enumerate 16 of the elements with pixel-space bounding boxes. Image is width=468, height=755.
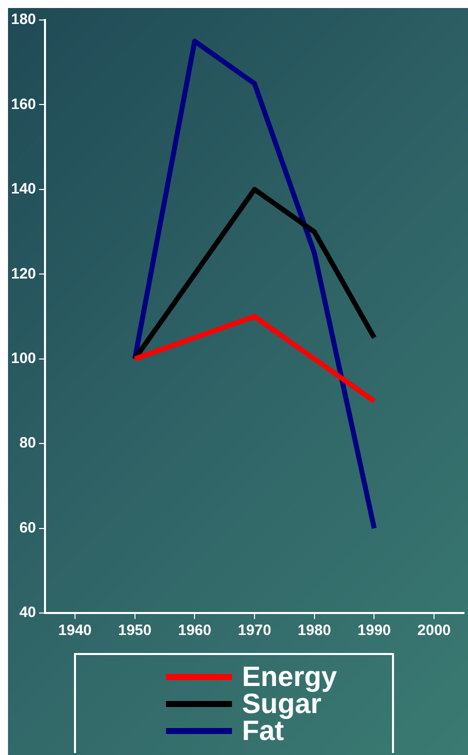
- x-tick-label: 1960: [178, 622, 212, 640]
- x-tick-label: 1950: [118, 622, 152, 640]
- x-tick-label: 1940: [58, 622, 92, 640]
- y-tick-label: 80: [19, 434, 36, 452]
- x-tick-label: 1980: [298, 622, 332, 640]
- y-tick-label: 60: [19, 519, 36, 536]
- y-tick-label: 140: [10, 180, 36, 198]
- legend-label: Energy: [242, 661, 337, 692]
- x-tick-label: 2000: [417, 622, 451, 640]
- x-tick-label: 1970: [238, 622, 272, 640]
- y-tick-label: 120: [10, 265, 36, 282]
- y-tick-label: 100: [10, 350, 36, 367]
- y-tick-label: 160: [10, 96, 36, 113]
- x-tick-label: 1990: [358, 622, 391, 640]
- y-tick-label: 180: [10, 11, 36, 28]
- y-tick-label: 40: [19, 604, 36, 622]
